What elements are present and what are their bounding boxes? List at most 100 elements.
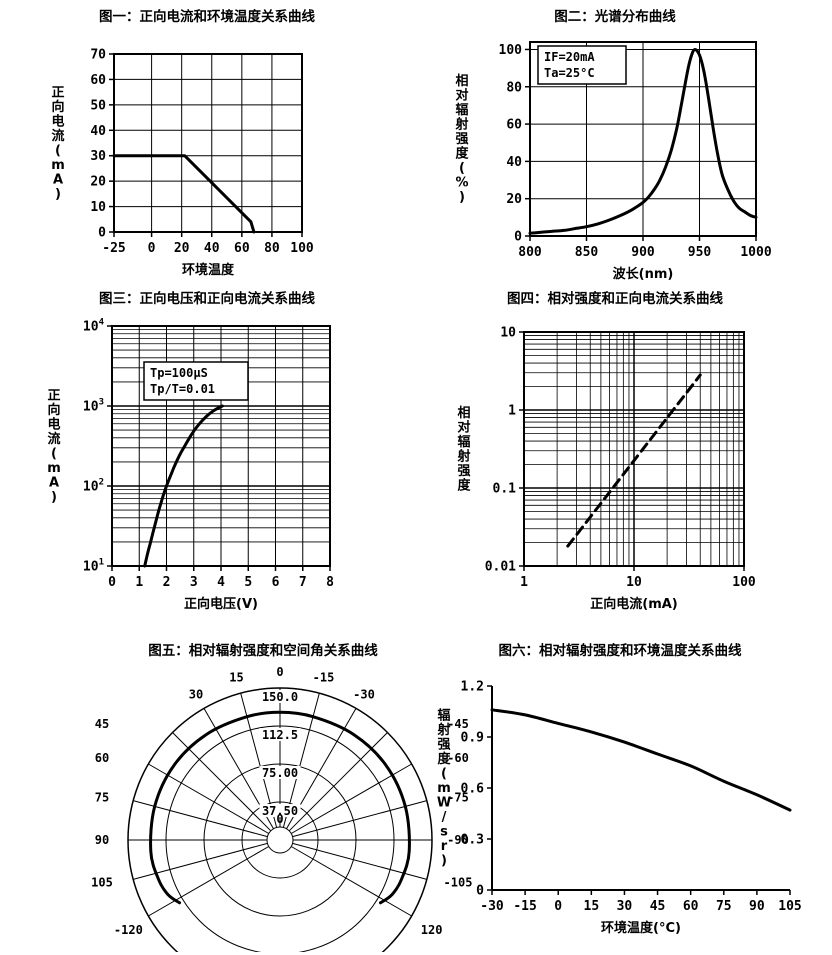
svg-text:60: 60: [683, 899, 699, 914]
svg-text:105: 105: [778, 899, 801, 914]
svg-text:度: 度: [455, 146, 469, 162]
svg-text:-90: -90: [447, 833, 469, 847]
svg-text:75: 75: [95, 791, 109, 805]
figure-2: 图二：光谱分布曲线 800 850 900 950 1000 0 20 40 60 80 100 波长…: [426, 8, 804, 280]
svg-text:100: 100: [499, 43, 523, 58]
svg-text:0.6: 0.6: [461, 782, 485, 797]
svg-text:-105: -105: [444, 875, 473, 889]
svg-text:r: r: [441, 839, 448, 854]
svg-text:10: 10: [90, 200, 106, 215]
svg-text:对: 对: [455, 88, 468, 104]
svg-text:103: 103: [83, 398, 104, 415]
figure-4-chart: 1 10 100 0.01 0.1 1 10 正向电流(mA) 相对辐射强度: [456, 326, 756, 613]
svg-text:-75: -75: [447, 791, 469, 805]
svg-text:正: 正: [51, 85, 64, 100]
svg-text:850: 850: [575, 245, 599, 260]
svg-text:射: 射: [456, 448, 470, 464]
svg-text:-120: -120: [114, 923, 143, 937]
svg-text:对: 对: [457, 419, 470, 435]
svg-text:1000: 1000: [740, 245, 771, 260]
svg-text:0.3: 0.3: [461, 833, 484, 848]
svg-text:向: 向: [47, 402, 60, 418]
svg-text:37.50: 37.50: [262, 804, 298, 818]
svg-text:辐: 辐: [455, 102, 468, 118]
svg-text:120: 120: [421, 923, 443, 937]
figure-3: 图三：正向电压和正向电流关系曲线 0 1 2 3 4 5 6 7 8 101 102 103 104 正向…: [28, 290, 386, 612]
svg-text:A: A: [49, 475, 59, 490]
svg-text:-30: -30: [480, 899, 504, 914]
svg-text:(: (: [459, 161, 465, 176]
svg-text:0: 0: [554, 899, 562, 914]
svg-text:10: 10: [500, 326, 516, 341]
svg-text:Tp/T=0.01: Tp/T=0.01: [150, 382, 215, 396]
svg-text:W: W: [437, 796, 451, 811]
figure-5: 图五：相对辐射强度和空间角关系曲线 150.0 112.5 75.00 37.50 0 0…: [28, 642, 498, 952]
figure-5-title: 图五：相对辐射强度和空间角关系曲线: [148, 643, 378, 659]
figure-2-chart: 800 850 900 950 1000 0 20 40 60 80 100 波长(nm) 相对辐射强度…: [454, 41, 772, 280]
svg-text:正向电压(V): 正向电压(V): [184, 596, 258, 612]
svg-text:): ): [441, 854, 447, 869]
svg-text:60: 60: [506, 118, 522, 133]
svg-text:4: 4: [217, 575, 225, 590]
svg-text:100: 100: [290, 241, 314, 256]
svg-text:0: 0: [276, 665, 283, 679]
figure-4-title: 图四：相对强度和正向电流关系曲线: [507, 291, 723, 307]
svg-text:90: 90: [95, 833, 109, 847]
svg-text:环境温度(°C): 环境温度(°C): [601, 920, 681, 936]
svg-text:强: 强: [457, 464, 470, 479]
svg-text:-15: -15: [513, 899, 536, 914]
svg-text:45: 45: [95, 717, 109, 731]
svg-text:): ): [51, 490, 57, 505]
svg-text:40: 40: [90, 124, 106, 139]
svg-text:0: 0: [98, 226, 106, 241]
svg-text:A: A: [53, 172, 63, 187]
svg-text:20: 20: [506, 192, 522, 207]
svg-text:0: 0: [514, 230, 522, 245]
svg-text:20: 20: [90, 175, 106, 190]
svg-text:105: 105: [91, 875, 113, 889]
svg-text:m: m: [51, 158, 65, 173]
svg-text:7: 7: [299, 575, 307, 590]
svg-text:900: 900: [631, 245, 655, 260]
svg-text:-30: -30: [353, 688, 375, 702]
svg-text:104: 104: [83, 318, 105, 335]
svg-text:45: 45: [650, 899, 666, 914]
svg-text:): ): [459, 190, 465, 205]
svg-text:射: 射: [436, 722, 450, 738]
svg-text:102: 102: [83, 478, 104, 495]
svg-text:Tp=100μS: Tp=100μS: [150, 366, 208, 380]
svg-text:电: 电: [47, 416, 60, 432]
svg-text:强: 强: [437, 738, 450, 753]
svg-text:度: 度: [437, 751, 451, 767]
svg-text:30: 30: [617, 899, 633, 914]
svg-text:流: 流: [47, 431, 60, 447]
figure-1-chart: -25 0 20 40 60 80 100010203040506070环境温度正向电流(m…: [51, 48, 314, 279]
svg-text:100: 100: [732, 575, 756, 590]
svg-text:0: 0: [148, 241, 156, 256]
svg-text:流: 流: [51, 128, 64, 144]
svg-text:): ): [55, 187, 61, 202]
svg-text:正: 正: [47, 388, 60, 403]
svg-text:Ta=25°C: Ta=25°C: [544, 66, 595, 80]
figure-3-chart: 0 1 2 3 4 5 6 7 8 101 102 103 104 正向电压(V) 正向电流(mA) Tp=1…: [47, 318, 334, 613]
svg-text:正向电流(mA): 正向电流(mA): [590, 596, 678, 612]
svg-text:80: 80: [506, 80, 522, 95]
svg-text:1: 1: [135, 575, 143, 590]
svg-text:6: 6: [272, 575, 280, 590]
svg-text:101: 101: [83, 558, 104, 575]
svg-text:相: 相: [455, 73, 468, 89]
svg-text:波长(nm): 波长(nm): [613, 266, 674, 280]
svg-text:射: 射: [454, 117, 468, 133]
svg-text:2: 2: [163, 575, 171, 590]
svg-text:IF=20mA: IF=20mA: [544, 50, 595, 64]
svg-text:75: 75: [716, 899, 732, 914]
svg-text:1.2: 1.2: [461, 680, 484, 695]
svg-text:20: 20: [174, 241, 190, 256]
svg-text:112.5: 112.5: [262, 728, 298, 742]
svg-text:60: 60: [95, 751, 109, 765]
svg-text:1: 1: [520, 575, 528, 590]
figure-6-chart: -30 -15 0 15 30 45 60 75 90 105 0 0.3 0.6 0.9 1.2 环境温度(…: [436, 680, 801, 937]
svg-text:50: 50: [90, 98, 106, 113]
